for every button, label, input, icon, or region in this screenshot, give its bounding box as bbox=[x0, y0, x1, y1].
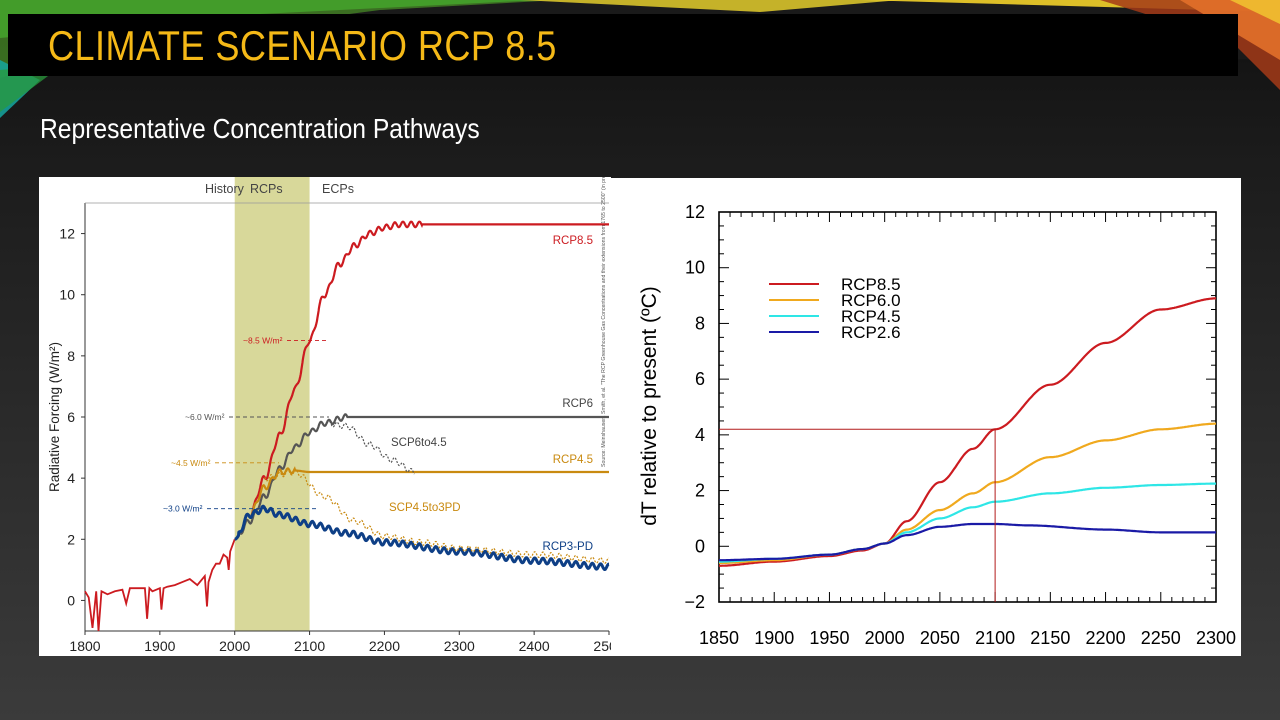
y-tick-label: 10 bbox=[685, 258, 705, 278]
y-tick-label: −2 bbox=[684, 592, 705, 612]
x-tick-label: 2300 bbox=[444, 638, 475, 654]
x-tick-label: 2400 bbox=[519, 638, 550, 654]
legend-label-rcp2-6: RCP2.6 bbox=[841, 323, 901, 342]
x-tick-label: 2100 bbox=[294, 638, 325, 654]
series-line-scp4-5to3pd bbox=[264, 468, 609, 565]
x-tick-label: 1950 bbox=[809, 628, 849, 648]
y-tick-label: 0 bbox=[67, 592, 75, 608]
legend-label-rcp4-5: RCP4.5 bbox=[841, 307, 901, 326]
y-tick-label: 4 bbox=[67, 470, 75, 486]
legend-label-rcp8-5: RCP8.5 bbox=[841, 275, 901, 294]
series-line-rcp2-6 bbox=[719, 522, 1216, 562]
y-tick-label: 6 bbox=[695, 369, 705, 389]
x-tick-label: 2050 bbox=[920, 628, 960, 648]
x-tick-label: 2150 bbox=[1030, 628, 1070, 648]
forcing-chart-panel: History RCPs ECPs 0 2 4 6 8 10 12 1800 1900 2000 2100… bbox=[39, 128, 625, 656]
series-line-rcp8-5 bbox=[234, 220, 609, 541]
annotation-label: ~8.5 W/m² bbox=[243, 336, 283, 346]
series-line-rcp8-5 bbox=[719, 297, 1216, 567]
source-note: Source: Meinshausen, Smith, et al. "The … bbox=[601, 177, 607, 467]
y-tick-label: 12 bbox=[685, 202, 705, 222]
period-label-rcps: RCPs bbox=[250, 182, 283, 196]
series-line-scp6to4-5 bbox=[309, 420, 415, 475]
annotation-label: ~4.5 W/m² bbox=[171, 458, 211, 468]
historical-forcing-line bbox=[84, 538, 236, 632]
series-label-rcp3-pd: RCP3-PD bbox=[543, 541, 593, 553]
x-tick-label: 1900 bbox=[754, 628, 794, 648]
series-line-rcp6 bbox=[234, 413, 609, 541]
x-tick-label: 2300 bbox=[1196, 628, 1236, 648]
x-tick-label: 1850 bbox=[699, 628, 739, 648]
x-tick-label: 2200 bbox=[1086, 628, 1126, 648]
period-label-ecps: ECPs bbox=[322, 182, 354, 196]
radiative-forcing-chart: History RCPs ECPs 0 2 4 6 8 10 12 1800 1900 2000 2100… bbox=[47, 128, 625, 654]
y-tick-label: 6 bbox=[67, 409, 75, 425]
x-tick-label: 2250 bbox=[1141, 628, 1181, 648]
series-label-scp4-5to3pd: SCP4.5to3PD bbox=[389, 502, 461, 514]
y-tick-label: 8 bbox=[67, 348, 75, 364]
y-axis-label: Radiative Forcing (W/m²) bbox=[47, 342, 62, 492]
slide-title: CLIMATE SCENARIO RCP 8.5 bbox=[48, 22, 557, 69]
series-label-scp6to4-5: SCP6to4.5 bbox=[391, 437, 447, 449]
annotation-label: ~3.0 W/m² bbox=[163, 504, 203, 514]
series-label-rcp6: RCP6 bbox=[562, 398, 593, 410]
annotation-label: ~6.0 W/m² bbox=[185, 412, 225, 422]
series-label-rcp4-5: RCP4.5 bbox=[553, 454, 593, 466]
series-line-rcp3-pd bbox=[234, 504, 610, 571]
y-axis-label: dT relative to present (ºC) bbox=[638, 286, 661, 526]
x-tick-label: 2000 bbox=[219, 638, 250, 654]
x-tick-label: 2100 bbox=[975, 628, 1015, 648]
slide-subtitle: Representative Concentration Pathways bbox=[40, 113, 480, 144]
x-tick-label: 1900 bbox=[144, 638, 175, 654]
y-tick-label: 4 bbox=[695, 425, 705, 445]
x-tick-label: 2200 bbox=[369, 638, 400, 654]
y-tick-label: 8 bbox=[695, 313, 705, 333]
y-tick-label: 12 bbox=[59, 226, 75, 242]
series-label-rcp8-5: RCP8.5 bbox=[553, 235, 593, 247]
period-label-history: History bbox=[205, 182, 245, 196]
y-tick-label: 2 bbox=[67, 531, 75, 547]
y-tick-label: 2 bbox=[695, 481, 705, 501]
temperature-chart-panel: 1850 1900 1950 2000 2050 2100 2150 2200 2250 2300… bbox=[611, 178, 1241, 656]
temperature-change-chart: 1850 1900 1950 2000 2050 2100 2150 2200 2250 2300… bbox=[638, 202, 1236, 648]
x-tick-label: 2500 bbox=[593, 638, 611, 654]
x-tick-label: 2000 bbox=[865, 628, 905, 648]
plot-frame bbox=[718, 211, 1217, 603]
y-tick-label: 10 bbox=[59, 287, 75, 303]
series-line-rcp6-0 bbox=[719, 422, 1216, 565]
rcp-period-band bbox=[234, 177, 310, 631]
legend-label-rcp6-0: RCP6.0 bbox=[841, 291, 901, 310]
x-tick-label: 1800 bbox=[69, 638, 100, 654]
y-tick-label: 0 bbox=[695, 536, 705, 556]
